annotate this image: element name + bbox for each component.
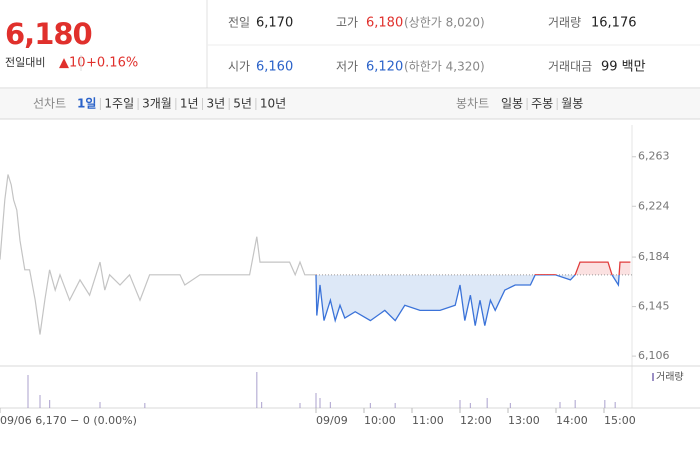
tab-group-label: 봉차트 xyxy=(456,97,489,111)
volume-bar xyxy=(394,403,396,408)
volume-bar xyxy=(299,403,301,408)
volume-bar xyxy=(614,402,616,408)
stat-label: 거래량 xyxy=(548,16,581,30)
x-tick-label: 15:00 xyxy=(604,414,636,427)
volume-bar xyxy=(329,402,331,408)
current-price: 6,180 xyxy=(5,17,92,51)
y-tick-label: 6,224 xyxy=(638,199,670,212)
tab[interactable]: 5년 xyxy=(233,97,252,111)
tab[interactable]: 10년 xyxy=(260,97,286,111)
chart: 6,263 6,224 6,184 6,145 6,106 09/06 6,170 − 0… xyxy=(0,150,684,427)
volume-bar xyxy=(319,398,321,408)
tab-group: 일봉 주봉 월봉 xyxy=(501,97,583,111)
legend-swatch xyxy=(652,373,654,381)
legend-label: 거래량 xyxy=(656,371,684,383)
stat-label: 시가 xyxy=(228,60,250,74)
price-line xyxy=(0,174,316,335)
tab-bar xyxy=(0,89,700,119)
tab[interactable]: 3년 xyxy=(207,97,226,111)
stat-value: 99 백만 xyxy=(601,60,646,75)
tab-group: 1일 1주일 3개월 1년 3년 5년 10년 xyxy=(77,97,286,111)
volume-bar xyxy=(144,403,146,408)
volume-bar xyxy=(509,403,511,408)
volume-bar xyxy=(486,398,488,408)
volume-bar xyxy=(369,403,371,408)
stat-label: 전일 xyxy=(228,16,250,30)
x-tick-label: 09/09 xyxy=(316,414,348,427)
tab[interactable]: 3개월 xyxy=(142,97,172,111)
tab[interactable]: 일봉 xyxy=(501,97,523,111)
volume-bar xyxy=(99,402,101,408)
x-tick-label: 12:00 xyxy=(460,414,492,427)
tab-group-label: 선차트 xyxy=(33,97,66,111)
volume-bar xyxy=(256,372,258,408)
stat-value: 6,120 xyxy=(366,60,403,75)
stat-value: 6,170 xyxy=(256,16,293,31)
volume-bar xyxy=(261,402,263,408)
volume-bar xyxy=(604,400,606,408)
x-tick-label: 10:00 xyxy=(364,414,396,427)
x-tick-label: 13:00 xyxy=(508,414,540,427)
stat-note: (상한가 8,020) xyxy=(404,16,485,30)
volume-bar xyxy=(315,393,317,408)
tab[interactable]: 1일 xyxy=(77,97,96,111)
stat-label: 저가 xyxy=(336,60,358,74)
stat-value: 16,176 xyxy=(591,16,637,31)
volume-bar xyxy=(559,402,561,408)
volume-bar xyxy=(39,395,41,408)
tab[interactable]: 주봉 xyxy=(531,97,553,111)
volume-bar xyxy=(49,400,51,408)
y-tick-label: 6,263 xyxy=(638,150,670,163)
stat-label: 거래대금 xyxy=(548,60,592,74)
stat-value: 6,180 xyxy=(366,16,403,31)
change-rate: +0.16% xyxy=(86,56,138,71)
volume-bar xyxy=(469,403,471,408)
x-tick-label: 09/06 6,170 − 0 (0.00%) xyxy=(0,414,137,427)
volume-bar xyxy=(459,400,461,408)
tab[interactable]: 1주일 xyxy=(104,97,134,111)
tab[interactable]: 1년 xyxy=(180,97,199,111)
y-tick-label: 6,184 xyxy=(638,250,670,263)
change-label: 전일대비 xyxy=(5,55,45,69)
stat-label: 고가 xyxy=(336,16,358,30)
price-line xyxy=(315,261,631,326)
tab[interactable]: 월봉 xyxy=(561,97,583,111)
x-tick-label: 11:00 xyxy=(412,414,444,427)
change: ▲10 xyxy=(59,56,86,71)
area-fill xyxy=(316,262,631,326)
x-tick-label: 14:00 xyxy=(556,414,588,427)
stat-value: 6,160 xyxy=(256,60,293,75)
stat-note: (하한가 4,320) xyxy=(404,60,485,74)
volume-bar xyxy=(27,375,29,408)
y-tick-label: 6,145 xyxy=(638,300,670,313)
y-tick-label: 6,106 xyxy=(638,349,670,362)
volume-bar xyxy=(574,400,576,408)
